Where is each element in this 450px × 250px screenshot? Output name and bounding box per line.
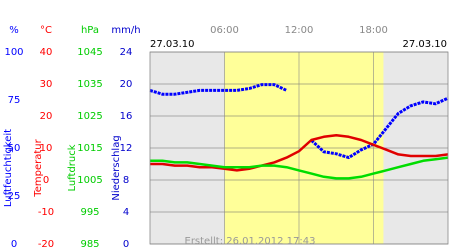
axis-unit: °C [40,25,52,36]
y-tick-label: 10 [40,143,53,154]
x-tick-label: 18:00 [359,25,388,36]
y-tick-label: 995 [80,207,99,218]
y-tick-label: 0 [43,175,49,186]
y-tick-label: -10 [38,207,54,218]
y-tick-label: 8 [123,175,129,186]
y-tick-label: 1035 [77,79,102,90]
x-tick-label: 12:00 [285,25,314,36]
y-tick-label: 12 [120,143,133,154]
axis-label: Niederschlag [111,135,122,200]
y-tick-label: 24 [120,47,133,58]
y-tick-label: 25 [8,191,21,202]
y-tick-label: 100 [4,47,23,58]
y-tick-label: 985 [80,239,99,250]
y-tick-label: 1005 [77,175,102,186]
line [150,156,449,180]
y-tick-label: 0 [11,239,17,250]
plot: %Luftfeuchtigkeit0255075100°CTemperatur-… [3,25,449,250]
axis-unit: mm/h [111,25,140,36]
y-tick-label: 0 [123,239,129,250]
y-tick-label: 1025 [77,111,102,122]
line [150,133,449,172]
axis-label: Temperatur [33,138,44,197]
axis-label: Luftdruck [67,144,78,191]
axis-unit: hPa [81,25,99,36]
y-tick-label: 1015 [77,143,102,154]
axis-label: Luftfeuchtigkeit [3,129,14,207]
x-tick-label: 06:00 [210,25,239,36]
plot-border [149,51,449,245]
y-tick-label: 16 [120,111,133,122]
date-right: 27.03.10 [402,39,447,50]
line [149,83,449,160]
y-tick-label: 50 [8,143,21,154]
y-tick-label: 20 [40,111,53,122]
y-tick-label: -20 [38,239,54,250]
y-tick-label: 4 [123,207,129,218]
y-tick-label: 40 [40,47,53,58]
y-tick-label: 20 [120,79,133,90]
y-tick-label: 1045 [77,47,102,58]
date-left: 27.03.10 [150,39,195,50]
axis-unit: % [9,25,19,36]
y-tick-label: 75 [8,95,21,106]
footer: Erstellt: 26.01.2012 17:43 [185,236,316,247]
y-tick-label: 30 [40,79,53,90]
